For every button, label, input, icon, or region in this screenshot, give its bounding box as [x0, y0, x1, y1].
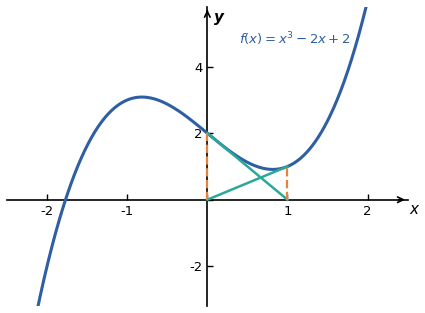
- Text: $f(x) = x^3 - 2x + 2$: $f(x) = x^3 - 2x + 2$: [239, 31, 351, 49]
- Text: x: x: [409, 202, 418, 217]
- Text: y: y: [214, 10, 224, 25]
